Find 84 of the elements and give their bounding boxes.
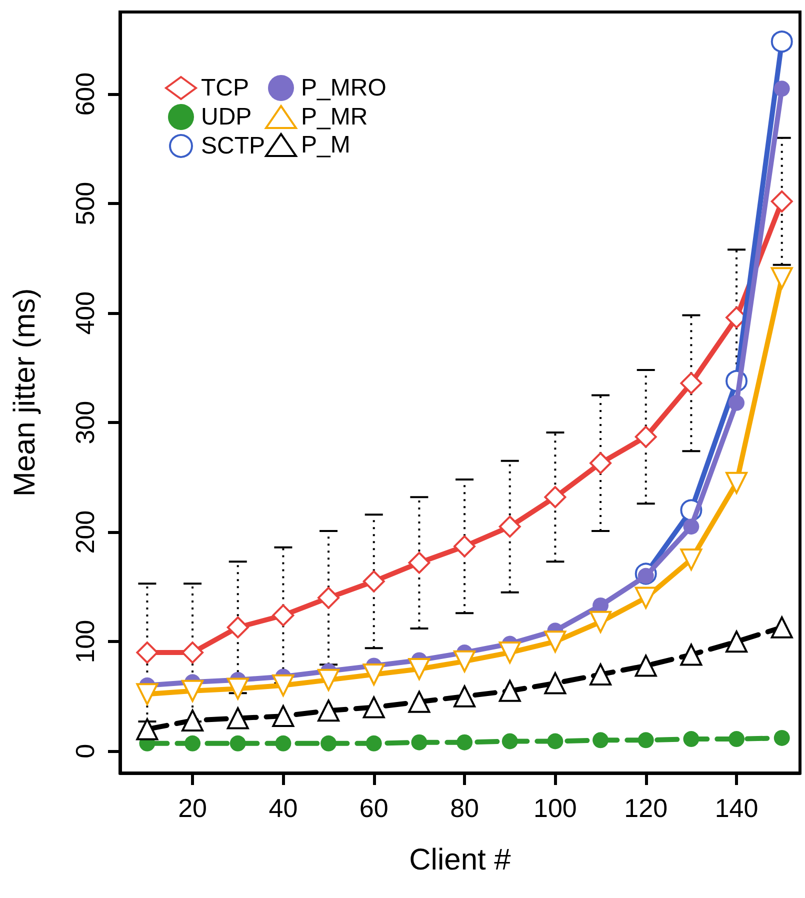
point [502, 733, 518, 750]
point [318, 586, 340, 609]
point [547, 733, 564, 750]
point [320, 735, 337, 752]
y-tick-label: 200 [70, 510, 100, 554]
point [590, 610, 612, 633]
x-tick-label: 60 [359, 793, 388, 823]
point [544, 630, 566, 653]
point [726, 472, 748, 494]
point [362, 663, 385, 686]
point [456, 734, 473, 750]
point [226, 707, 249, 730]
point [774, 730, 790, 746]
point [226, 678, 249, 700]
y-tick-label: 600 [70, 72, 100, 116]
point [136, 718, 158, 740]
point [362, 696, 385, 718]
x-tick-label: 40 [268, 793, 298, 823]
point [634, 654, 657, 677]
point [770, 190, 793, 212]
point [770, 267, 793, 290]
point [728, 394, 745, 411]
x-tick-label: 100 [534, 793, 577, 823]
point [634, 586, 657, 609]
point [182, 709, 204, 732]
point [590, 663, 612, 686]
point [182, 642, 204, 664]
point [408, 552, 430, 574]
legend-label: TCP [201, 74, 249, 102]
point [318, 668, 340, 691]
point [590, 452, 612, 474]
point [638, 732, 654, 748]
point [275, 735, 292, 752]
y-axis-title: Mean jitter (ms) [8, 288, 42, 497]
point [544, 486, 566, 508]
y-tick-label: 400 [70, 291, 100, 335]
point [726, 630, 748, 653]
point [498, 516, 521, 538]
point [544, 672, 566, 694]
x-axis-title: Client # [409, 844, 512, 876]
point [774, 80, 790, 97]
legend-label: P_MR [301, 104, 368, 130]
point [411, 734, 428, 750]
legend-label: SCTP [201, 132, 266, 160]
x-tick-label: 80 [450, 793, 479, 823]
point [136, 642, 158, 664]
point [408, 658, 430, 680]
point [683, 731, 700, 748]
y-tick-label: 100 [70, 620, 100, 664]
point [136, 683, 158, 706]
point [454, 685, 476, 708]
point [454, 650, 476, 672]
point [770, 30, 793, 53]
point [498, 680, 521, 702]
point [230, 735, 246, 752]
point [272, 705, 294, 728]
x-tick-label: 20 [178, 793, 207, 823]
x-tick-label: 140 [714, 793, 758, 823]
point [498, 642, 521, 664]
point [680, 548, 702, 570]
y-tick-label: 500 [70, 182, 100, 226]
point [770, 616, 793, 638]
y-tick-label: 0 [70, 744, 100, 758]
point [680, 372, 702, 394]
y-tick-label: 300 [70, 400, 100, 444]
point [272, 604, 294, 626]
point [728, 731, 745, 748]
point [318, 700, 340, 722]
point [592, 732, 609, 748]
point [184, 735, 201, 752]
point [683, 518, 700, 535]
point [226, 616, 249, 638]
point [182, 680, 204, 702]
x-tick-label: 120 [624, 793, 668, 823]
point [362, 570, 385, 592]
legend-label: UDP [201, 104, 252, 130]
point [634, 426, 657, 448]
point [454, 535, 476, 558]
legend-label: P_M [301, 132, 350, 158]
point [680, 644, 702, 666]
point [272, 674, 294, 696]
point [408, 690, 430, 713]
point [366, 735, 382, 752]
legend-label: P_MRO [301, 74, 386, 102]
